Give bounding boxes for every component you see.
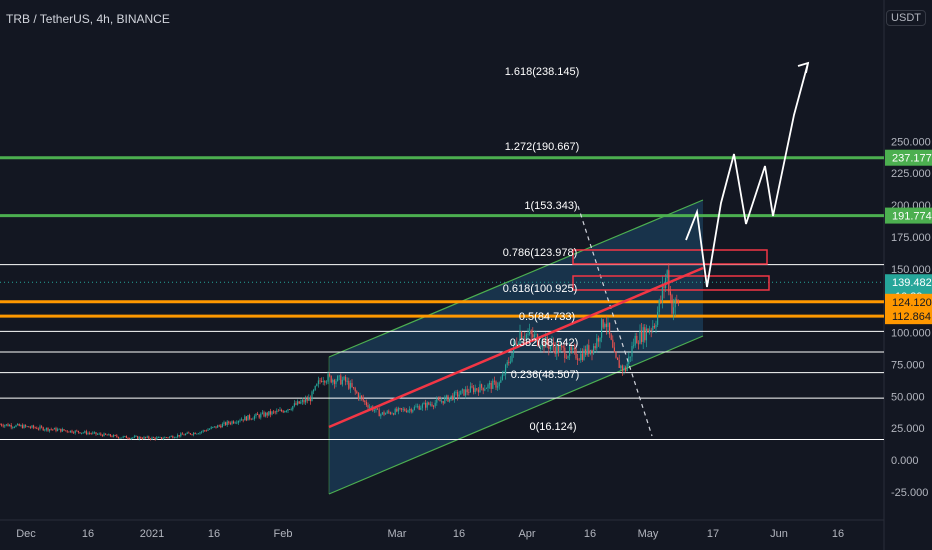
y-tick-7: 150.000	[891, 264, 931, 276]
x-tick-7: Apr	[518, 528, 535, 540]
candles	[0, 263, 679, 441]
channel-upper-line	[328, 199, 704, 358]
red-zone-lower	[572, 275, 770, 291]
fib-label-7: 0.236(48.507)	[511, 369, 580, 381]
x-tick-2: 2021	[140, 528, 164, 540]
price-badge-4	[885, 308, 932, 325]
x-tick-5: Mar	[388, 528, 407, 540]
currency-selector[interactable]: USDT	[886, 10, 926, 26]
fib-label-4: 0.618(100.925)	[503, 283, 578, 295]
red-zone-upper	[572, 249, 768, 265]
x-tick-0: Dec	[16, 528, 36, 540]
fib-label-8: 0(16.124)	[529, 421, 576, 433]
x-tick-12: 16	[832, 528, 844, 540]
x-tick-10: 17	[707, 528, 719, 540]
fib-label-5: 0.5(84.733)	[519, 311, 575, 323]
fib-label-6: 0.382(68.542)	[510, 337, 579, 349]
fib-diagonal-line	[577, 205, 653, 437]
x-tick-8: 16	[584, 528, 596, 540]
x-tick-4: Feb	[274, 528, 293, 540]
price-badge-label-3: 124.120	[892, 297, 932, 309]
price-badge-0	[885, 149, 932, 166]
price-badge-label-0: 237.177	[892, 153, 932, 165]
y-tick-0: -25.000	[891, 487, 928, 499]
x-tick-1: 16	[82, 528, 94, 540]
y-tick-4: 75.000	[891, 359, 925, 371]
red-trend-line	[328, 266, 704, 429]
price-badge-label-4: 112.864	[892, 311, 931, 323]
projection-path	[685, 62, 809, 288]
x-tick-3: 16	[208, 528, 220, 540]
x-tick-11: Jun	[770, 528, 788, 540]
x-tick-6: 16	[453, 528, 465, 540]
y-tick-10: 225.000	[891, 168, 931, 180]
y-tick-5: 100.000	[891, 328, 931, 340]
projection-arrow-head	[797, 61, 810, 74]
channel-lower-line	[328, 335, 704, 495]
fib-label-3: 0.786(123.978)	[503, 247, 578, 259]
y-tick-11: 250.000	[891, 136, 931, 148]
fib-label-1: 1.272(190.667)	[505, 141, 580, 153]
price-badge-3	[885, 293, 932, 310]
price-badge-label-2: 139.482	[892, 277, 932, 289]
y-tick-1: 0.000	[891, 455, 919, 467]
price-badge-label-1: 191.774	[892, 211, 932, 223]
price-badge-1	[885, 207, 932, 224]
y-tick-2: 25.000	[891, 423, 925, 435]
symbol-title: TRB / TetherUS, 4h, BINANCE	[6, 12, 170, 26]
x-tick-9: May	[638, 528, 659, 540]
fib-label-0: 1.618(238.145)	[505, 66, 580, 78]
y-tick-3: 50.000	[891, 391, 925, 403]
fib-label-2: 1(153.343)	[524, 200, 577, 212]
y-tick-8: 175.000	[891, 232, 931, 244]
